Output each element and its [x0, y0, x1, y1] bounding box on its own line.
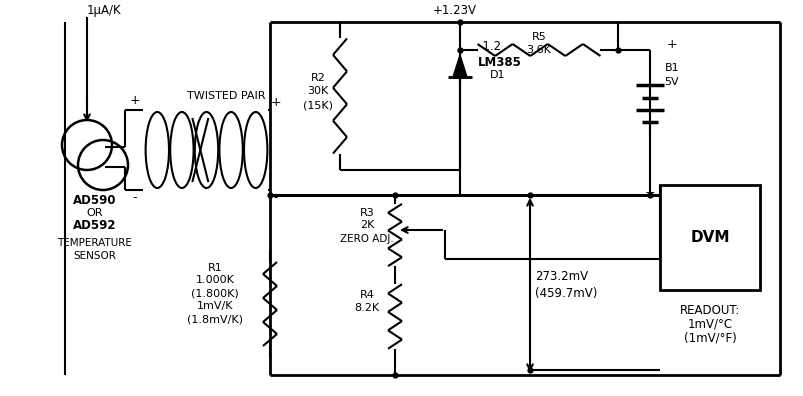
Text: OR: OR [87, 208, 103, 218]
Text: (459.7mV): (459.7mV) [534, 286, 597, 299]
Text: 30K: 30K [307, 86, 328, 96]
Text: TEMPERATURE: TEMPERATURE [58, 238, 132, 248]
Text: +: + [666, 38, 676, 51]
Text: R3: R3 [359, 208, 374, 218]
Text: 1mV/K: 1mV/K [197, 301, 233, 311]
Text: -: - [647, 252, 651, 265]
Text: TWISTED PAIR: TWISTED PAIR [187, 91, 266, 101]
Text: +: + [271, 95, 281, 109]
Text: R5: R5 [531, 32, 546, 42]
Text: 8.2K: 8.2K [354, 303, 379, 313]
Text: ZERO ADJ.: ZERO ADJ. [340, 234, 393, 244]
Text: R1: R1 [207, 263, 222, 273]
Text: 2K: 2K [360, 220, 373, 230]
Text: (1.800K): (1.800K) [191, 288, 238, 298]
Text: LM385: LM385 [478, 57, 521, 70]
Text: (1mV/°F): (1mV/°F) [683, 331, 736, 345]
Text: -1.2: -1.2 [478, 40, 500, 53]
Text: SENSOR: SENSOR [73, 251, 116, 261]
Bar [659, 185, 759, 290]
Text: 3.6K: 3.6K [526, 45, 551, 55]
Text: R2: R2 [310, 73, 325, 83]
Text: DVM: DVM [690, 230, 729, 245]
Text: 1mV/°C: 1mV/°C [687, 318, 732, 331]
Text: (1.8mV/K): (1.8mV/K) [187, 314, 243, 324]
Text: READOUT:: READOUT: [679, 303, 740, 316]
Text: AD590: AD590 [73, 194, 116, 206]
Text: +: + [644, 187, 654, 200]
Text: AD592: AD592 [73, 219, 116, 232]
Text: -: - [132, 192, 137, 204]
Polygon shape [452, 55, 467, 77]
Text: 5V: 5V [664, 77, 679, 87]
Text: R4: R4 [359, 290, 374, 300]
Text: 273.2mV: 273.2mV [534, 270, 587, 284]
Text: 1.000K: 1.000K [195, 275, 234, 285]
Text: D1: D1 [489, 70, 505, 80]
Text: 1μA/K: 1μA/K [87, 4, 121, 17]
Text: +1.23V: +1.23V [433, 4, 476, 17]
Text: -: - [273, 192, 278, 204]
Text: B1: B1 [664, 63, 679, 73]
Text: (15K): (15K) [303, 100, 332, 110]
Text: +: + [129, 93, 141, 107]
